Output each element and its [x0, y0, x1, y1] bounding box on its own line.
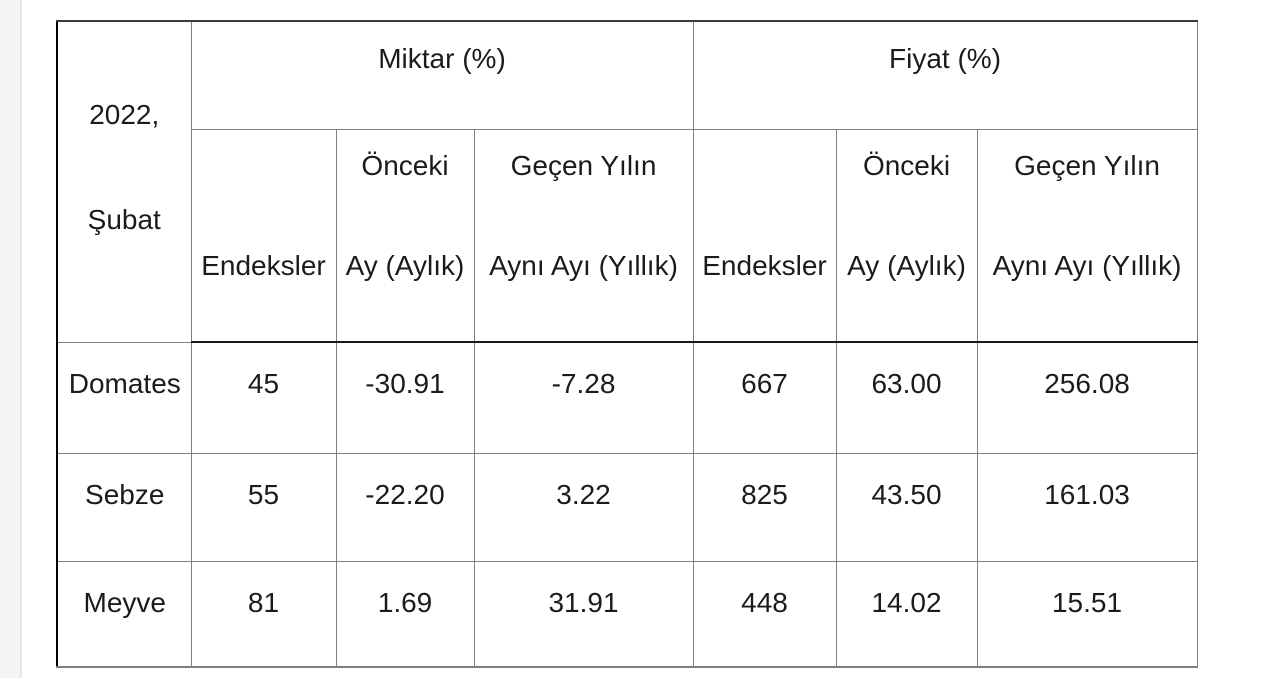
value-cell-fiyat-endeks: 448 [692, 560, 837, 668]
cell-value: -22.20 [365, 478, 445, 510]
corner-header-cell: 2022, Şubat [56, 20, 192, 343]
group-header-miktar: Miktar (%) [190, 20, 694, 130]
value-cell-miktar-yillik: 31.91 [473, 560, 694, 668]
value-cell-miktar-aylik: 1.69 [335, 560, 475, 668]
subheader-line-2: Aynı Ayı (Yıllık) [489, 249, 678, 281]
subheader-label: Endeksler [201, 249, 326, 281]
cell-value: 3.22 [556, 478, 611, 510]
cell-value: 14.02 [871, 586, 942, 618]
cell-value: 1.69 [377, 586, 433, 618]
table-row-sebze: Sebze 55 -22.20 3.22 825 43.50 161.03 [56, 452, 1198, 562]
corner-line-1: 2022, [89, 99, 160, 130]
cell-value: 63.00 [871, 368, 942, 399]
subheader-line-1: Önceki [862, 149, 951, 181]
value-cell-fiyat-endeks: 667 [692, 341, 837, 454]
cell-value: 825 [741, 478, 788, 510]
row-label-cell: Domates [56, 341, 192, 454]
subheader-line-1: Geçen Yılın [510, 149, 657, 181]
subheader-line-2: Ay (Aylık) [847, 249, 966, 281]
corner-line-2: Şubat [87, 204, 161, 235]
cell-value: 161.03 [1044, 478, 1130, 510]
subheader-line-2: Ay (Aylık) [345, 249, 465, 281]
value-cell-miktar-endeks: 55 [190, 452, 337, 562]
value-cell-miktar-aylik: -22.20 [335, 452, 475, 562]
value-cell-fiyat-aylik: 63.00 [835, 341, 978, 454]
group-header-row: 2022, Şubat Miktar (%) Fiyat (%) [56, 20, 1198, 343]
subheader-fiyat-endeksler: Endeksler [692, 128, 837, 343]
row-label-cell: Sebze [56, 452, 192, 562]
value-cell-fiyat-aylik: 43.50 [835, 452, 978, 562]
cell-value: 45 [247, 368, 280, 399]
table-row-meyve: Meyve 81 1.69 31.91 448 14.02 15.51 [56, 560, 1198, 668]
cell-value: 15.51 [1051, 586, 1123, 618]
subheader-line-1: Önceki [361, 149, 449, 181]
value-cell-fiyat-endeks: 825 [692, 452, 837, 562]
cell-value: 43.50 [871, 478, 942, 510]
cell-value: 256.08 [1044, 368, 1130, 399]
cell-value: 31.91 [548, 586, 619, 618]
row-label-cell: Meyve [56, 560, 192, 668]
value-cell-miktar-aylik: -30.91 [335, 341, 475, 454]
subheader-miktar-onceki-ay: Önceki Ay (Aylık) [335, 128, 475, 343]
cell-value: -30.91 [365, 368, 445, 399]
value-cell-fiyat-yillik: 161.03 [976, 452, 1198, 562]
left-gutter-strip [0, 0, 22, 678]
subheader-line-1: Geçen Yılın [1014, 149, 1160, 181]
value-cell-fiyat-yillik: 256.08 [976, 341, 1198, 454]
value-cell-miktar-endeks: 45 [190, 341, 337, 454]
table-row-domates: Domates 45 -30.91 -7.28 667 63.00 256.08 [56, 341, 1198, 454]
row-label: Domates [68, 367, 181, 399]
value-cell-fiyat-yillik: 15.51 [976, 560, 1198, 668]
cell-value: 55 [247, 478, 280, 510]
value-cell-miktar-yillik: 3.22 [473, 452, 694, 562]
subheader-label: Endeksler [702, 249, 827, 281]
row-label: Sebze [85, 478, 165, 510]
value-cell-miktar-endeks: 81 [190, 560, 337, 668]
subheader-row: Endeksler Önceki Ay (Aylık) Geçen Yılın … [57, 128, 1198, 343]
row-label: Meyve [83, 586, 166, 618]
cell-value: 81 [247, 586, 280, 618]
cell-value: 448 [741, 586, 788, 618]
group-header-fiyat-label: Fiyat (%) [889, 43, 1002, 74]
subheader-line-2: Aynı Ayı (Yıllık) [992, 249, 1182, 281]
group-header-fiyat: Fiyat (%) [692, 20, 1198, 130]
subheader-fiyat-gecen-yil: Geçen Yılın Aynı Ayı (Yıllık) [976, 128, 1198, 343]
value-cell-fiyat-aylik: 14.02 [835, 560, 978, 668]
cell-value: 667 [741, 368, 788, 399]
subheader-fiyat-onceki-ay: Önceki Ay (Aylık) [835, 128, 978, 343]
value-cell-miktar-yillik: -7.28 [473, 341, 694, 454]
subheader-miktar-endeksler: Endeksler [190, 128, 337, 343]
stats-table: 2022, Şubat Miktar (%) Fiyat (%) Endeksl… [56, 20, 1198, 668]
group-header-miktar-label: Miktar (%) [378, 43, 506, 74]
cell-value: -7.28 [551, 368, 616, 399]
subheader-miktar-gecen-yil: Geçen Yılın Aynı Ayı (Yıllık) [473, 128, 694, 343]
